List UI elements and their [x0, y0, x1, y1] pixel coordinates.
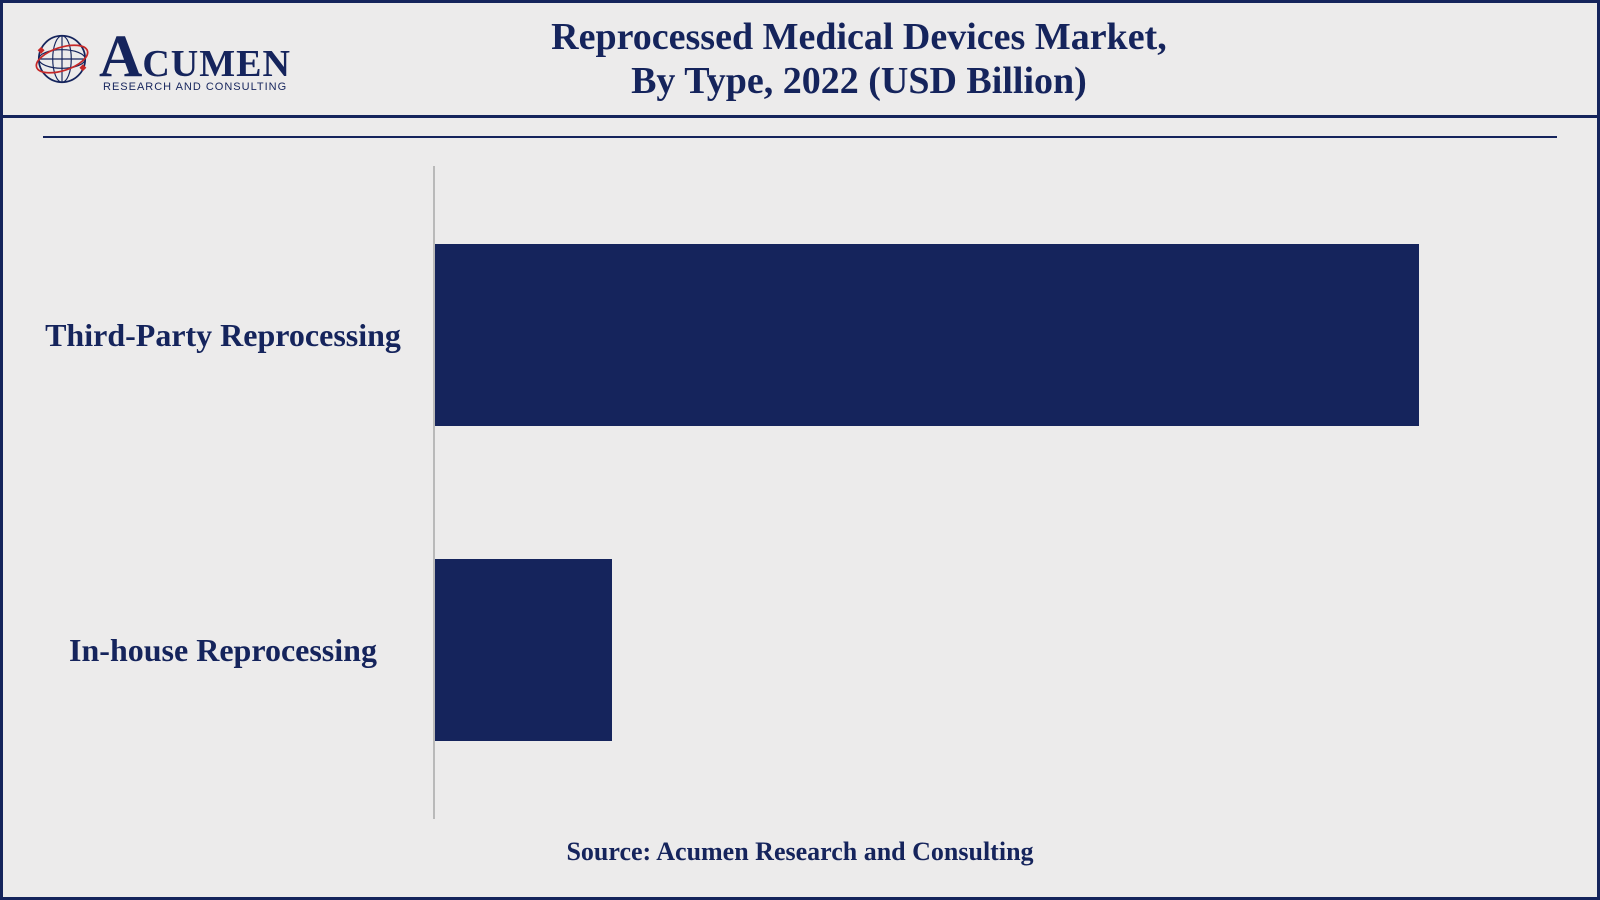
report-frame: A CUMEN RESEARCH AND CONSULTING Reproces…	[0, 0, 1600, 900]
axis-tick-top	[433, 166, 435, 178]
logo: A CUMEN RESEARCH AND CONSULTING	[33, 26, 291, 93]
category-label: Third-Party Reprocessing	[43, 315, 423, 355]
category-label: In-house Reprocessing	[43, 630, 423, 670]
inner-rule	[43, 136, 1557, 138]
bar-row: Third-Party Reprocessing	[43, 178, 1517, 493]
logo-letter-a: A	[99, 26, 142, 86]
bar-track	[435, 178, 1517, 493]
source-text: Source: Acumen Research and Consulting	[3, 837, 1597, 867]
globe-icon	[33, 30, 91, 88]
axis-tick-bottom	[433, 807, 435, 819]
title-line-2: By Type, 2022 (USD Billion)	[291, 59, 1427, 103]
chart-title: Reprocessed Medical Devices Market, By T…	[291, 15, 1567, 103]
bar	[435, 244, 1419, 426]
bar-track	[435, 493, 1517, 808]
logo-main-text: A CUMEN	[99, 26, 291, 86]
header-bar: A CUMEN RESEARCH AND CONSULTING Reproces…	[3, 3, 1597, 118]
bar-row: In-house Reprocessing	[43, 493, 1517, 808]
chart-section: Third-Party Reprocessing In-house Reproc…	[3, 118, 1597, 897]
logo-text: A CUMEN RESEARCH AND CONSULTING	[99, 26, 291, 93]
bar	[435, 559, 612, 741]
chart-area: Third-Party Reprocessing In-house Reproc…	[43, 178, 1517, 807]
title-line-1: Reprocessed Medical Devices Market,	[291, 15, 1427, 59]
logo-subtitle: RESEARCH AND CONSULTING	[103, 82, 291, 93]
logo-rest: CUMEN	[142, 45, 291, 83]
